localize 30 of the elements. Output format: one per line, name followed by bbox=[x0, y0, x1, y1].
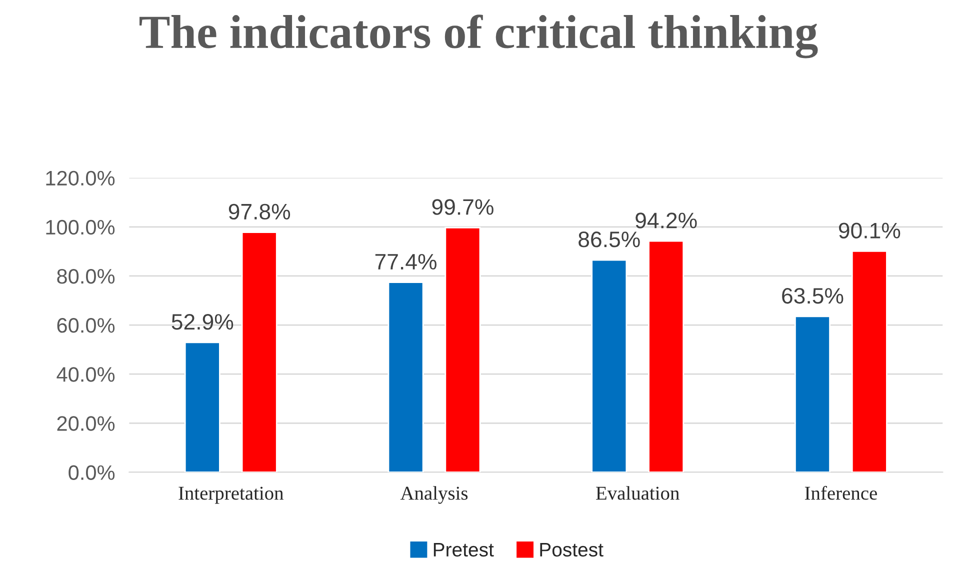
data-label: 99.7% bbox=[432, 199, 494, 215]
bar bbox=[241, 232, 278, 472]
y-tick-label: 80.0% bbox=[57, 268, 115, 284]
x-tick-label: Interpretation bbox=[178, 486, 284, 504]
x-tick-label: Inference bbox=[804, 486, 877, 500]
data-label: 86.5% bbox=[578, 232, 640, 248]
bar bbox=[794, 316, 830, 472]
bar bbox=[851, 250, 888, 472]
bar bbox=[591, 259, 628, 472]
y-tick-label: 0.0% bbox=[68, 465, 115, 480]
bar bbox=[444, 226, 481, 472]
x-tick-label: Evaluation bbox=[596, 486, 680, 500]
y-tick-label: 100.0% bbox=[46, 220, 115, 235]
data-label: 77.4% bbox=[375, 254, 436, 270]
legend-label: Postest bbox=[540, 543, 604, 557]
bar bbox=[648, 240, 684, 472]
bar bbox=[388, 282, 424, 472]
x-tick-label: Analysis bbox=[400, 486, 468, 504]
legend-label: Pretest bbox=[434, 543, 494, 557]
data-label: 94.2% bbox=[636, 212, 697, 228]
y-tick-label: 20.0% bbox=[57, 416, 115, 431]
data-label: 52.9% bbox=[172, 314, 234, 330]
data-label: 63.5% bbox=[782, 288, 844, 304]
data-label: 90.1% bbox=[838, 222, 900, 238]
y-tick-label: 40.0% bbox=[56, 367, 115, 382]
data-label: 97.8% bbox=[228, 204, 290, 220]
chart-title: The indicators of critical thinking bbox=[140, 14, 818, 58]
y-tick-label: 60.0% bbox=[57, 318, 115, 333]
y-tick-label: 120.0% bbox=[46, 170, 115, 186]
bar bbox=[184, 342, 220, 472]
